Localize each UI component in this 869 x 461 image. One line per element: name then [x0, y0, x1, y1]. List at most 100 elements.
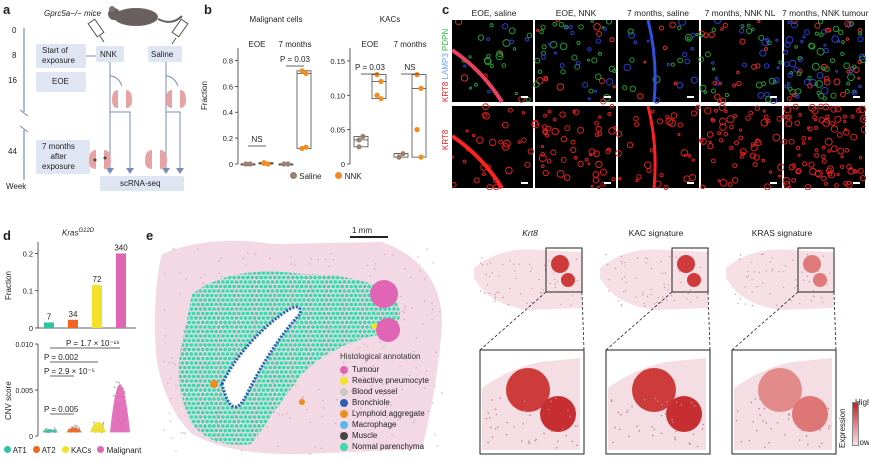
spot-normal — [293, 289, 297, 293]
spot-normal — [245, 419, 250, 424]
tissue-texture — [680, 403, 683, 406]
legend-malignant: Malignant — [97, 446, 141, 455]
tissue-texture — [802, 279, 805, 281]
spot-normal — [221, 316, 225, 320]
stain-mark — [587, 162, 591, 166]
tissue-texture — [734, 293, 737, 296]
stain-mark — [775, 38, 779, 42]
spot-normal — [259, 284, 264, 289]
expr-high: High — [855, 398, 869, 407]
spot-normal — [254, 329, 259, 334]
lung-icon — [166, 90, 186, 108]
stain-mark — [670, 112, 678, 119]
spot-normal — [226, 451, 230, 455]
stain-mark — [473, 177, 480, 184]
tissue-texture — [822, 301, 824, 304]
spot-normal — [212, 307, 216, 311]
stain-mark — [758, 34, 765, 41]
spot-normal — [189, 307, 194, 311]
spot-normal — [223, 437, 228, 442]
spot-normal — [277, 347, 282, 352]
tissue-texture — [555, 446, 558, 449]
zoom-line — [707, 291, 711, 351]
spot-normal — [205, 365, 210, 370]
spot-normal — [284, 298, 288, 302]
tissue-texture — [427, 410, 430, 413]
spot-normal — [218, 320, 223, 325]
tissue-texture — [560, 303, 562, 306]
spot-normal — [331, 320, 336, 325]
tissue-texture — [367, 345, 369, 348]
spot-normal — [358, 284, 363, 289]
spot-normal — [268, 383, 273, 388]
spot-normal — [313, 302, 318, 307]
tissue-texture — [770, 428, 772, 430]
stain-mark — [814, 152, 820, 158]
tissue-texture — [528, 263, 531, 265]
week-tick-8: 8 — [12, 51, 17, 60]
bar-count-label: 7 — [47, 312, 52, 321]
spot-normal — [254, 401, 259, 406]
spot-normal — [191, 311, 196, 316]
spot-normal — [209, 365, 214, 370]
tissue-texture — [614, 426, 616, 429]
spot-normal — [250, 320, 255, 325]
stain-mark — [537, 69, 543, 74]
spot-normal — [304, 365, 309, 370]
spot-normal — [266, 406, 270, 410]
spot-normal — [181, 451, 185, 455]
tissue-texture — [343, 361, 345, 363]
stain-mark — [783, 105, 792, 114]
spot-normal — [235, 451, 239, 455]
stain-mark — [633, 115, 639, 122]
stain-mark — [489, 63, 494, 69]
spot-normal — [268, 392, 273, 397]
tissue-texture — [186, 347, 188, 349]
tissue-texture — [797, 421, 800, 423]
tissue-texture — [183, 431, 185, 434]
spot-normal — [320, 325, 324, 329]
tissue-texture — [624, 276, 626, 278]
spot-normal — [270, 379, 275, 383]
spot-normal — [232, 410, 237, 415]
spot-normal — [203, 451, 207, 455]
stain-mark — [670, 62, 675, 67]
tissue-texture — [661, 301, 663, 304]
spot-normal — [313, 311, 318, 316]
cell-point — [102, 421, 105, 424]
stain-mark — [850, 114, 855, 119]
tissue-texture — [667, 289, 669, 291]
spot-normal — [297, 361, 302, 365]
tissue-texture — [549, 282, 552, 284]
stain-mark — [800, 39, 804, 44]
stain-mark — [558, 21, 565, 28]
tissue-texture — [664, 412, 667, 415]
box — [296, 70, 312, 149]
spot-normal — [225, 325, 230, 329]
spot-normal — [212, 451, 216, 455]
spot-normal — [360, 289, 365, 293]
stain-mark — [749, 152, 756, 159]
tissue-texture — [433, 433, 436, 436]
spot-normal — [398, 311, 400, 316]
spot-normal — [353, 302, 358, 307]
tissue-texture — [494, 300, 496, 302]
spot-normal — [198, 388, 203, 392]
tissue-texture — [397, 419, 400, 421]
spot-normal — [270, 289, 275, 293]
stain-mark — [706, 131, 714, 138]
spot-normal — [221, 343, 225, 347]
stain-mark — [804, 183, 812, 190]
tissue-texture — [747, 275, 749, 277]
stain-mark — [482, 103, 489, 111]
bar-at2 — [68, 319, 78, 328]
spot-normal — [241, 401, 246, 406]
stain-mark — [739, 38, 746, 45]
stain-mark — [636, 174, 642, 180]
spot-normal — [313, 356, 318, 361]
stain-mark — [821, 175, 827, 182]
annotation-title: Histological annotation — [340, 352, 421, 361]
zoom-box — [545, 247, 583, 293]
spot-normal — [223, 419, 228, 424]
spot-normal — [284, 343, 288, 347]
